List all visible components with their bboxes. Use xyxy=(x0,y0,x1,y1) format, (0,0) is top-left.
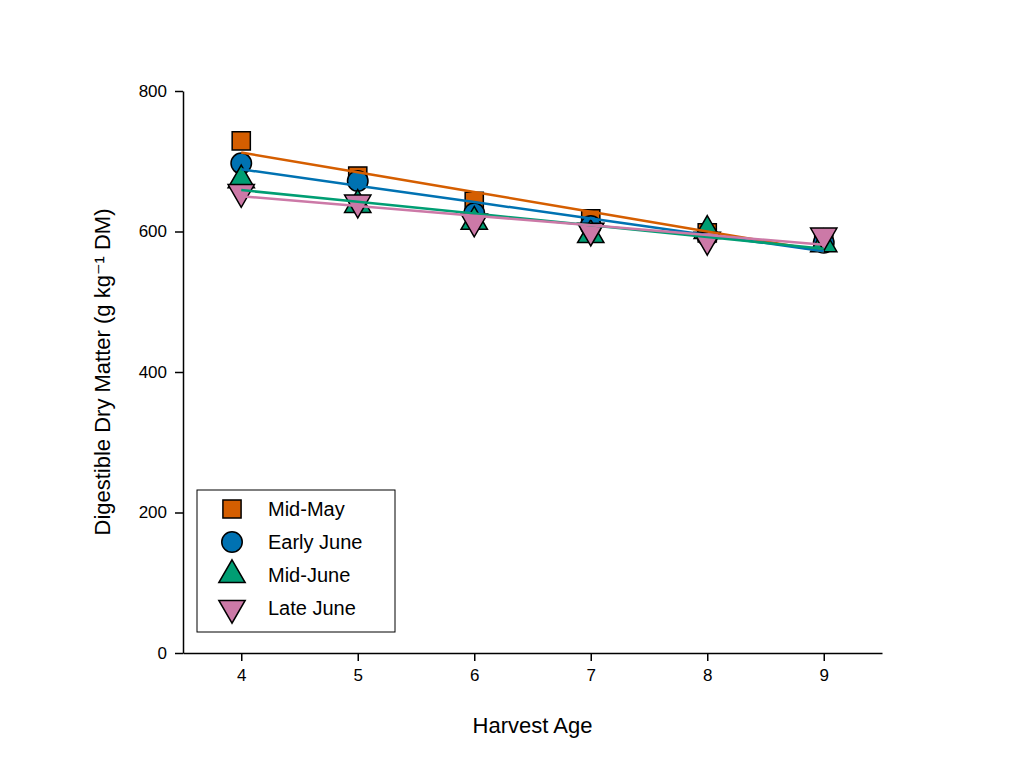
x-tick-mark xyxy=(707,653,709,661)
x-tick-mark xyxy=(474,653,476,661)
legend-marker xyxy=(222,532,242,552)
y-tick-mark xyxy=(175,372,183,374)
y-tick: 400 xyxy=(139,363,183,382)
x-tick-label: 6 xyxy=(470,666,479,685)
y-tick-mark xyxy=(175,91,183,93)
legend-marker xyxy=(223,500,241,518)
legend-label: Late June xyxy=(268,597,356,619)
y-tick-label: 600 xyxy=(139,222,167,241)
point xyxy=(232,132,250,150)
y-tick-label: 800 xyxy=(139,82,167,101)
x-tick: 5 xyxy=(354,653,363,685)
x-axis-title: Harvest Age xyxy=(473,713,593,738)
legend-marker xyxy=(219,560,245,583)
x-tick-mark xyxy=(358,653,360,661)
x-tick: 6 xyxy=(470,653,479,685)
series xyxy=(228,165,837,252)
y-tick: 200 xyxy=(139,503,183,522)
y-axis: 0 200 400 600 800 xyxy=(139,82,184,663)
y-tick-mark xyxy=(175,512,183,514)
series xyxy=(231,153,834,253)
y-tick-label: 200 xyxy=(139,503,167,522)
x-tick-label: 5 xyxy=(354,666,363,685)
legend-label: Mid-June xyxy=(268,564,350,586)
y-tick: 0 xyxy=(158,644,183,663)
x-tick: 8 xyxy=(703,653,712,685)
x-tick: 9 xyxy=(820,653,829,685)
x-tick-label: 7 xyxy=(587,666,596,685)
x-tick: 7 xyxy=(587,653,596,685)
y-tick-label: 0 xyxy=(158,644,167,663)
x-tick-mark xyxy=(824,653,826,661)
legend-marker xyxy=(219,600,245,623)
y-tick: 600 xyxy=(139,222,183,241)
x-tick: 4 xyxy=(237,653,246,685)
x-axis-line xyxy=(184,653,883,655)
x-tick-label: 8 xyxy=(703,666,712,685)
x-tick-label: 9 xyxy=(820,666,829,685)
plot-area xyxy=(228,132,837,255)
y-tick: 800 xyxy=(139,82,183,101)
legend-label: Mid-May xyxy=(268,498,345,520)
fit-line xyxy=(241,153,824,252)
fit-line xyxy=(241,190,824,249)
series xyxy=(232,132,833,251)
fit-line xyxy=(241,169,824,251)
x-tick-mark xyxy=(241,653,243,661)
x-tick-label: 4 xyxy=(237,666,246,685)
series xyxy=(228,185,837,256)
chart: 4 5 6 7 8 9 0 200 400 600 800 Harvest Age Digestible… xyxy=(0,0,1024,784)
y-tick-mark xyxy=(175,231,183,233)
legend-box xyxy=(197,490,395,632)
y-tick-mark xyxy=(175,653,183,655)
x-tick-mark xyxy=(591,653,593,661)
x-axis: 4 5 6 7 8 9 xyxy=(184,653,883,685)
legend: Mid-May Early June Mid-June Late June xyxy=(197,490,395,632)
fit-line xyxy=(241,196,824,244)
legend-label: Early June xyxy=(268,531,363,553)
y-tick-label: 400 xyxy=(139,363,167,382)
y-axis-title: Digestible Dry Matter (g kg⁻¹ DM) xyxy=(90,208,115,535)
